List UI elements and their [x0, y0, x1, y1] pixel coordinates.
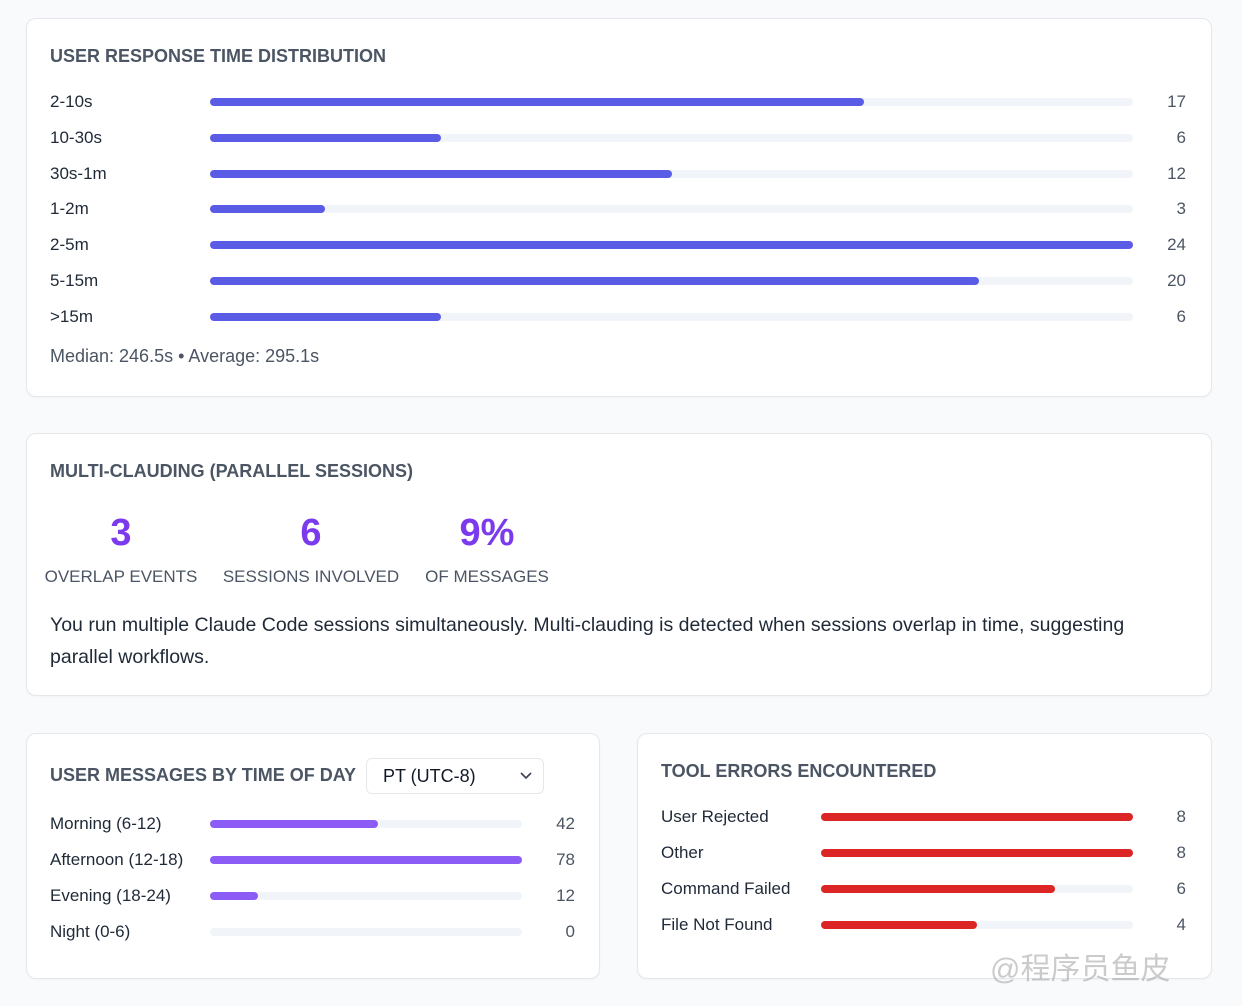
- select-value: PT (UTC-8): [383, 766, 476, 786]
- bar-track: [821, 921, 1133, 929]
- value-label: 24: [1167, 235, 1186, 255]
- row-label: >15m: [50, 306, 93, 326]
- bar-track: [821, 849, 1133, 857]
- bar-track: [210, 892, 522, 900]
- card-title: USER RESPONSE TIME DISTRIBUTION: [50, 46, 387, 66]
- row-label: Afternoon (12-18): [50, 850, 184, 869]
- bar: [210, 241, 1133, 250]
- bar: [210, 856, 522, 864]
- multi-card: [26, 433, 1212, 696]
- bar-track: [210, 133, 1133, 142]
- value-label: 20: [1167, 271, 1186, 290]
- bar-track: [210, 856, 522, 864]
- bar-track: [210, 241, 1133, 250]
- row-label: 5-15m: [50, 271, 99, 290]
- row-label: 2-10s: [50, 92, 93, 111]
- bar: [210, 133, 441, 142]
- value-label: 6: [1176, 306, 1186, 326]
- description: You run multiple Claude Code sessions si…: [50, 614, 1125, 668]
- value-label: 42: [556, 814, 575, 833]
- bar: [210, 205, 326, 214]
- row-label: 1-2m: [50, 199, 89, 219]
- row-label: Other: [661, 843, 704, 862]
- watermark: @程序员鱼皮: [990, 953, 1171, 986]
- stat-value: 6: [300, 512, 322, 554]
- bar-track: [210, 928, 522, 936]
- row-label: Morning (6-12): [50, 814, 162, 833]
- bar-track: [821, 813, 1133, 821]
- value-label: 17: [1167, 92, 1186, 111]
- value-label: 8: [1176, 843, 1186, 862]
- row-label: 2-5m: [50, 235, 89, 255]
- bar: [210, 312, 441, 321]
- summary: Median: 246.5s • Average: 295.1s: [50, 346, 320, 366]
- bar-track: [210, 205, 1133, 214]
- bar-track: [210, 820, 522, 828]
- bar: [821, 849, 1133, 857]
- bar: [210, 277, 980, 285]
- row-label: User Rejected: [661, 807, 769, 826]
- bar-track: [210, 277, 1133, 285]
- value-label: 4: [1176, 915, 1186, 934]
- bar: [821, 921, 977, 929]
- value-label: 12: [1167, 163, 1186, 183]
- value-label: 3: [1176, 199, 1186, 219]
- bar-track: [210, 98, 1133, 106]
- stat-value: 3: [110, 512, 132, 554]
- row-label: Evening (18-24): [50, 886, 171, 905]
- card-title: MULTI-CLAUDING (PARALLEL SESSIONS): [50, 461, 413, 481]
- card-title: TOOL ERRORS ENCOUNTERED: [661, 761, 937, 781]
- bar: [210, 98, 864, 106]
- value-label: 6: [1176, 127, 1186, 147]
- bar: [210, 169, 672, 178]
- chevron: [520, 772, 532, 780]
- card-title: USER MESSAGES BY TIME OF DAY: [50, 765, 357, 785]
- value-label: 6: [1176, 879, 1186, 898]
- bar: [210, 892, 258, 900]
- value-label: 8: [1176, 807, 1186, 826]
- bar-track: [821, 885, 1133, 893]
- value-label: 0: [565, 922, 575, 941]
- bar: [821, 813, 1133, 821]
- value-label: 78: [556, 850, 575, 869]
- row-label: File Not Found: [661, 915, 773, 934]
- bar-track: [210, 312, 1133, 321]
- row-label: 10-30s: [50, 127, 102, 147]
- row-label: 30s-1m: [50, 163, 107, 183]
- row-label: Night (0-6): [50, 922, 131, 941]
- stat-label: OF MESSAGES: [425, 567, 549, 586]
- value-label: 12: [556, 886, 575, 905]
- stat-value: 9%: [459, 512, 515, 554]
- stat-label: SESSIONS INVOLVED: [222, 567, 400, 586]
- bar: [210, 820, 378, 828]
- bar: [821, 885, 1055, 893]
- timezone-select[interactable]: PT (UTC-8): [366, 758, 544, 794]
- row-label: Command Failed: [661, 879, 791, 898]
- stat-label: OVERLAP EVENTS: [44, 567, 198, 586]
- bar-track: [210, 169, 1133, 178]
